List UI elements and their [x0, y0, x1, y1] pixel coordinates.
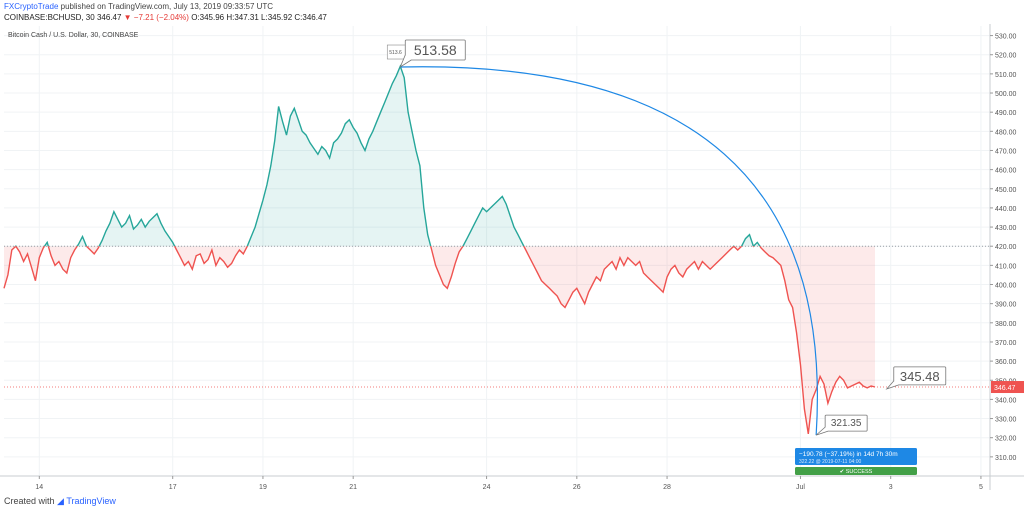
price-tick-label: 510.00 — [995, 72, 1017, 79]
end-label-pointer — [885, 380, 899, 390]
measure-text: −190.78 (−37.19%) in 14d 7h 30m — [799, 451, 898, 458]
high-label-box — [404, 39, 466, 61]
price-tick-label: 500.00 — [995, 91, 1017, 98]
price-tick-label: 430.00 — [995, 225, 1017, 232]
published-line: FXCryptoTrade published on TradingView.c… — [4, 2, 273, 12]
measure-sub: 322.22 @ 2019-07-11 04:00 — [799, 459, 861, 465]
price-tick-label: 480.00 — [995, 129, 1017, 136]
price-tick-label: 340.00 — [995, 397, 1017, 404]
price-line-below — [3, 246, 876, 435]
published-text: published on TradingView.com, July 13, 2… — [60, 2, 274, 11]
high-small-label: 513.6 — [389, 50, 402, 56]
price-tick-label: 440.00 — [995, 206, 1017, 213]
time-tick-label: 5 — [979, 484, 983, 491]
price-line-above — [14, 64, 761, 247]
low-label-pointer — [815, 426, 829, 436]
ohlc-values: O:345.96 H:347.31 L:345.92 C:346.47 — [191, 13, 327, 22]
time-tick-label: 14 — [35, 484, 43, 491]
price-tick-label: 380.00 — [995, 321, 1017, 328]
tradingview-logo-icon: ◢ — [57, 496, 64, 506]
time-tick-label: 26 — [573, 484, 581, 491]
end-label-box — [893, 366, 947, 386]
time-tick-label: Jul — [796, 484, 805, 491]
time-tick-label: 21 — [349, 484, 357, 491]
price-tick-label: 410.00 — [995, 263, 1017, 270]
current-price-tag — [991, 381, 1024, 394]
price-chart[interactable]: 310.00320.00330.00340.00350.00360.00370.… — [0, 24, 1024, 494]
high-label: 513.58 — [414, 42, 457, 58]
area-below-baseline — [4, 246, 875, 434]
symbol-line: COINBASE:BCHUSD, 30 346.47 ▼ −7.21 (−2.0… — [4, 13, 327, 23]
low-label-box — [824, 414, 868, 432]
last-price: 346.47 — [96, 13, 122, 22]
tradingview-link[interactable]: TradingView — [66, 496, 116, 506]
measure-box — [795, 448, 917, 465]
price-tick-label: 390.00 — [995, 302, 1017, 309]
time-tick-label: 19 — [259, 484, 267, 491]
low-label: 321.35 — [831, 418, 862, 429]
time-axis-labels: 14171921242628Jul35810121517 — [35, 476, 983, 491]
time-tick-label: 28 — [663, 484, 671, 491]
author-link[interactable]: FXCryptoTrade — [4, 2, 59, 11]
price-tick-label: 370.00 — [995, 340, 1017, 347]
created-with-text: Created with — [4, 496, 55, 506]
footer: Created with ◢ TradingView — [4, 496, 116, 507]
measure-arc — [400, 66, 818, 436]
time-tick-label: 24 — [483, 484, 491, 491]
price-tick-label: 520.00 — [995, 53, 1017, 60]
price-tick-label: 420.00 — [995, 244, 1017, 251]
price-tick-label: 490.00 — [995, 110, 1017, 117]
price-tick-label: 310.00 — [995, 455, 1017, 462]
price-tick-label: 360.00 — [995, 359, 1017, 366]
price-axis-labels: 310.00320.00330.00340.00350.00360.00370.… — [990, 34, 1017, 462]
price-tick-label: 460.00 — [995, 168, 1017, 175]
price-tick-label: 530.00 — [995, 34, 1017, 41]
price-tick-label: 450.00 — [995, 187, 1017, 194]
time-tick-label: 17 — [169, 484, 177, 491]
price-tick-label: 400.00 — [995, 283, 1017, 290]
price-tick-label: 470.00 — [995, 148, 1017, 155]
time-tick-label: 3 — [889, 484, 893, 491]
price-tick-label: 320.00 — [995, 436, 1017, 443]
price-change: −7.21 (−2.04%) — [133, 13, 189, 22]
current-price-label: 346.47 — [994, 385, 1016, 392]
down-arrow-icon: ▼ — [123, 13, 132, 22]
grid-lines — [4, 26, 990, 476]
high-label-pointer — [399, 54, 412, 69]
success-label: ✔ SUCCESS — [840, 469, 873, 475]
end-label: 345.48 — [900, 369, 940, 384]
symbol-label: COINBASE:BCHUSD, 30 — [4, 13, 95, 22]
chart-title: Bitcoin Cash / U.S. Dollar, 30, COINBASE — [8, 32, 139, 39]
price-tick-label: 330.00 — [995, 417, 1017, 424]
success-badge — [795, 467, 917, 475]
